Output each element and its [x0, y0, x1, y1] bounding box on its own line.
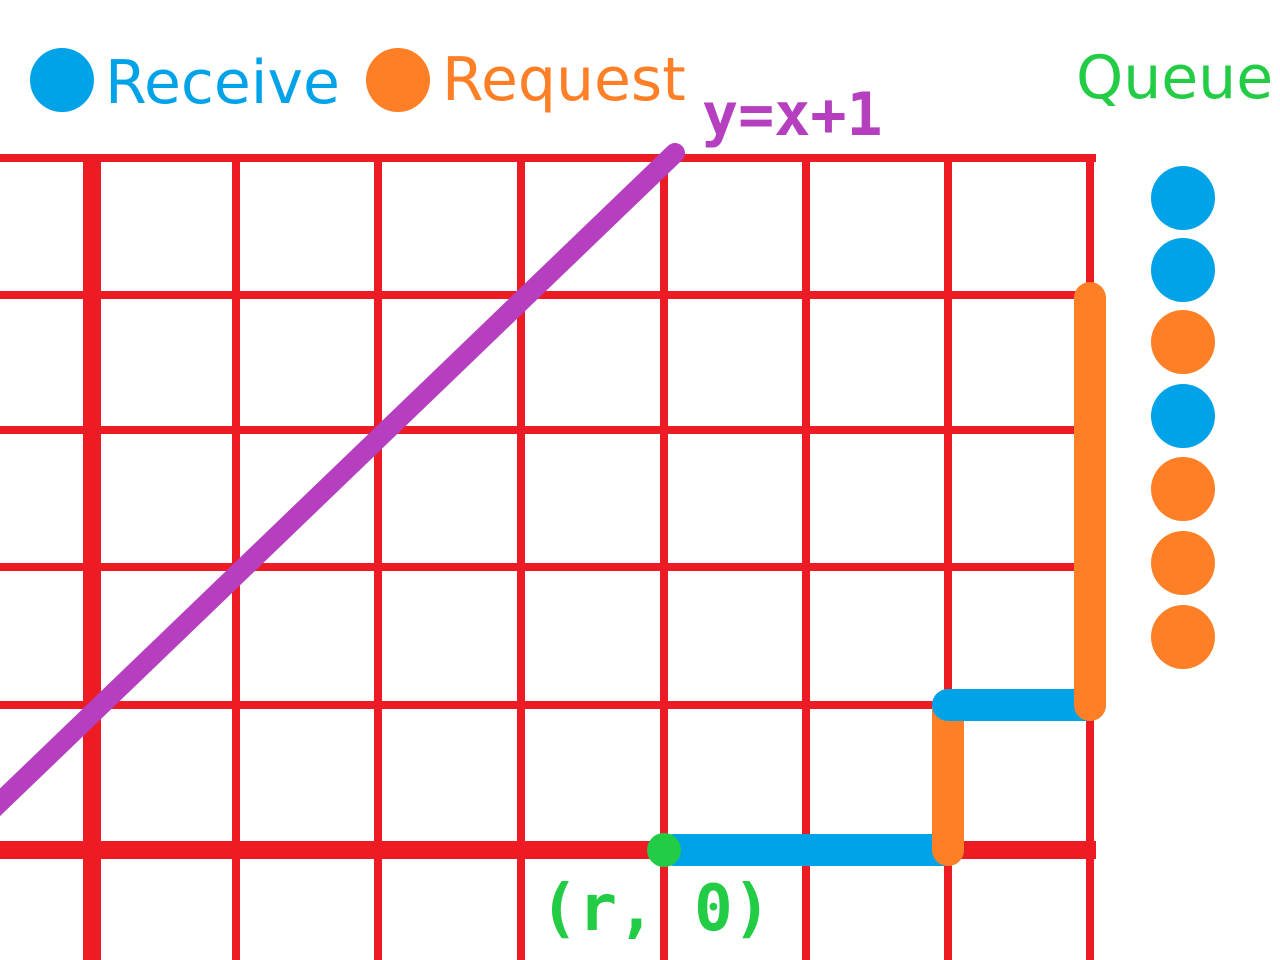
- receive-legend-dot: [30, 48, 94, 112]
- queue-item-request: [1151, 310, 1215, 374]
- queue-item-receive: [1151, 166, 1215, 230]
- legend: Receive Request Queue: [30, 43, 1273, 118]
- queue-title: Queue: [1076, 43, 1273, 113]
- queue-stack: [1151, 166, 1215, 669]
- receive-legend-label: Receive: [105, 48, 340, 118]
- queue-item-receive: [1151, 238, 1215, 302]
- queue-item-request: [1151, 605, 1215, 669]
- request-legend-label: Request: [442, 45, 686, 115]
- queue-item-request: [1151, 531, 1215, 595]
- origin-label: (r, 0): [540, 872, 771, 946]
- diagonal-line: [0, 143, 685, 817]
- staircase-path: [658, 282, 1106, 866]
- queue-item-request: [1151, 457, 1215, 521]
- diagonal-label: y=x+1: [702, 80, 883, 150]
- queue-item-receive: [1151, 384, 1215, 448]
- request-legend-dot: [366, 48, 430, 112]
- origin-point: [647, 833, 681, 867]
